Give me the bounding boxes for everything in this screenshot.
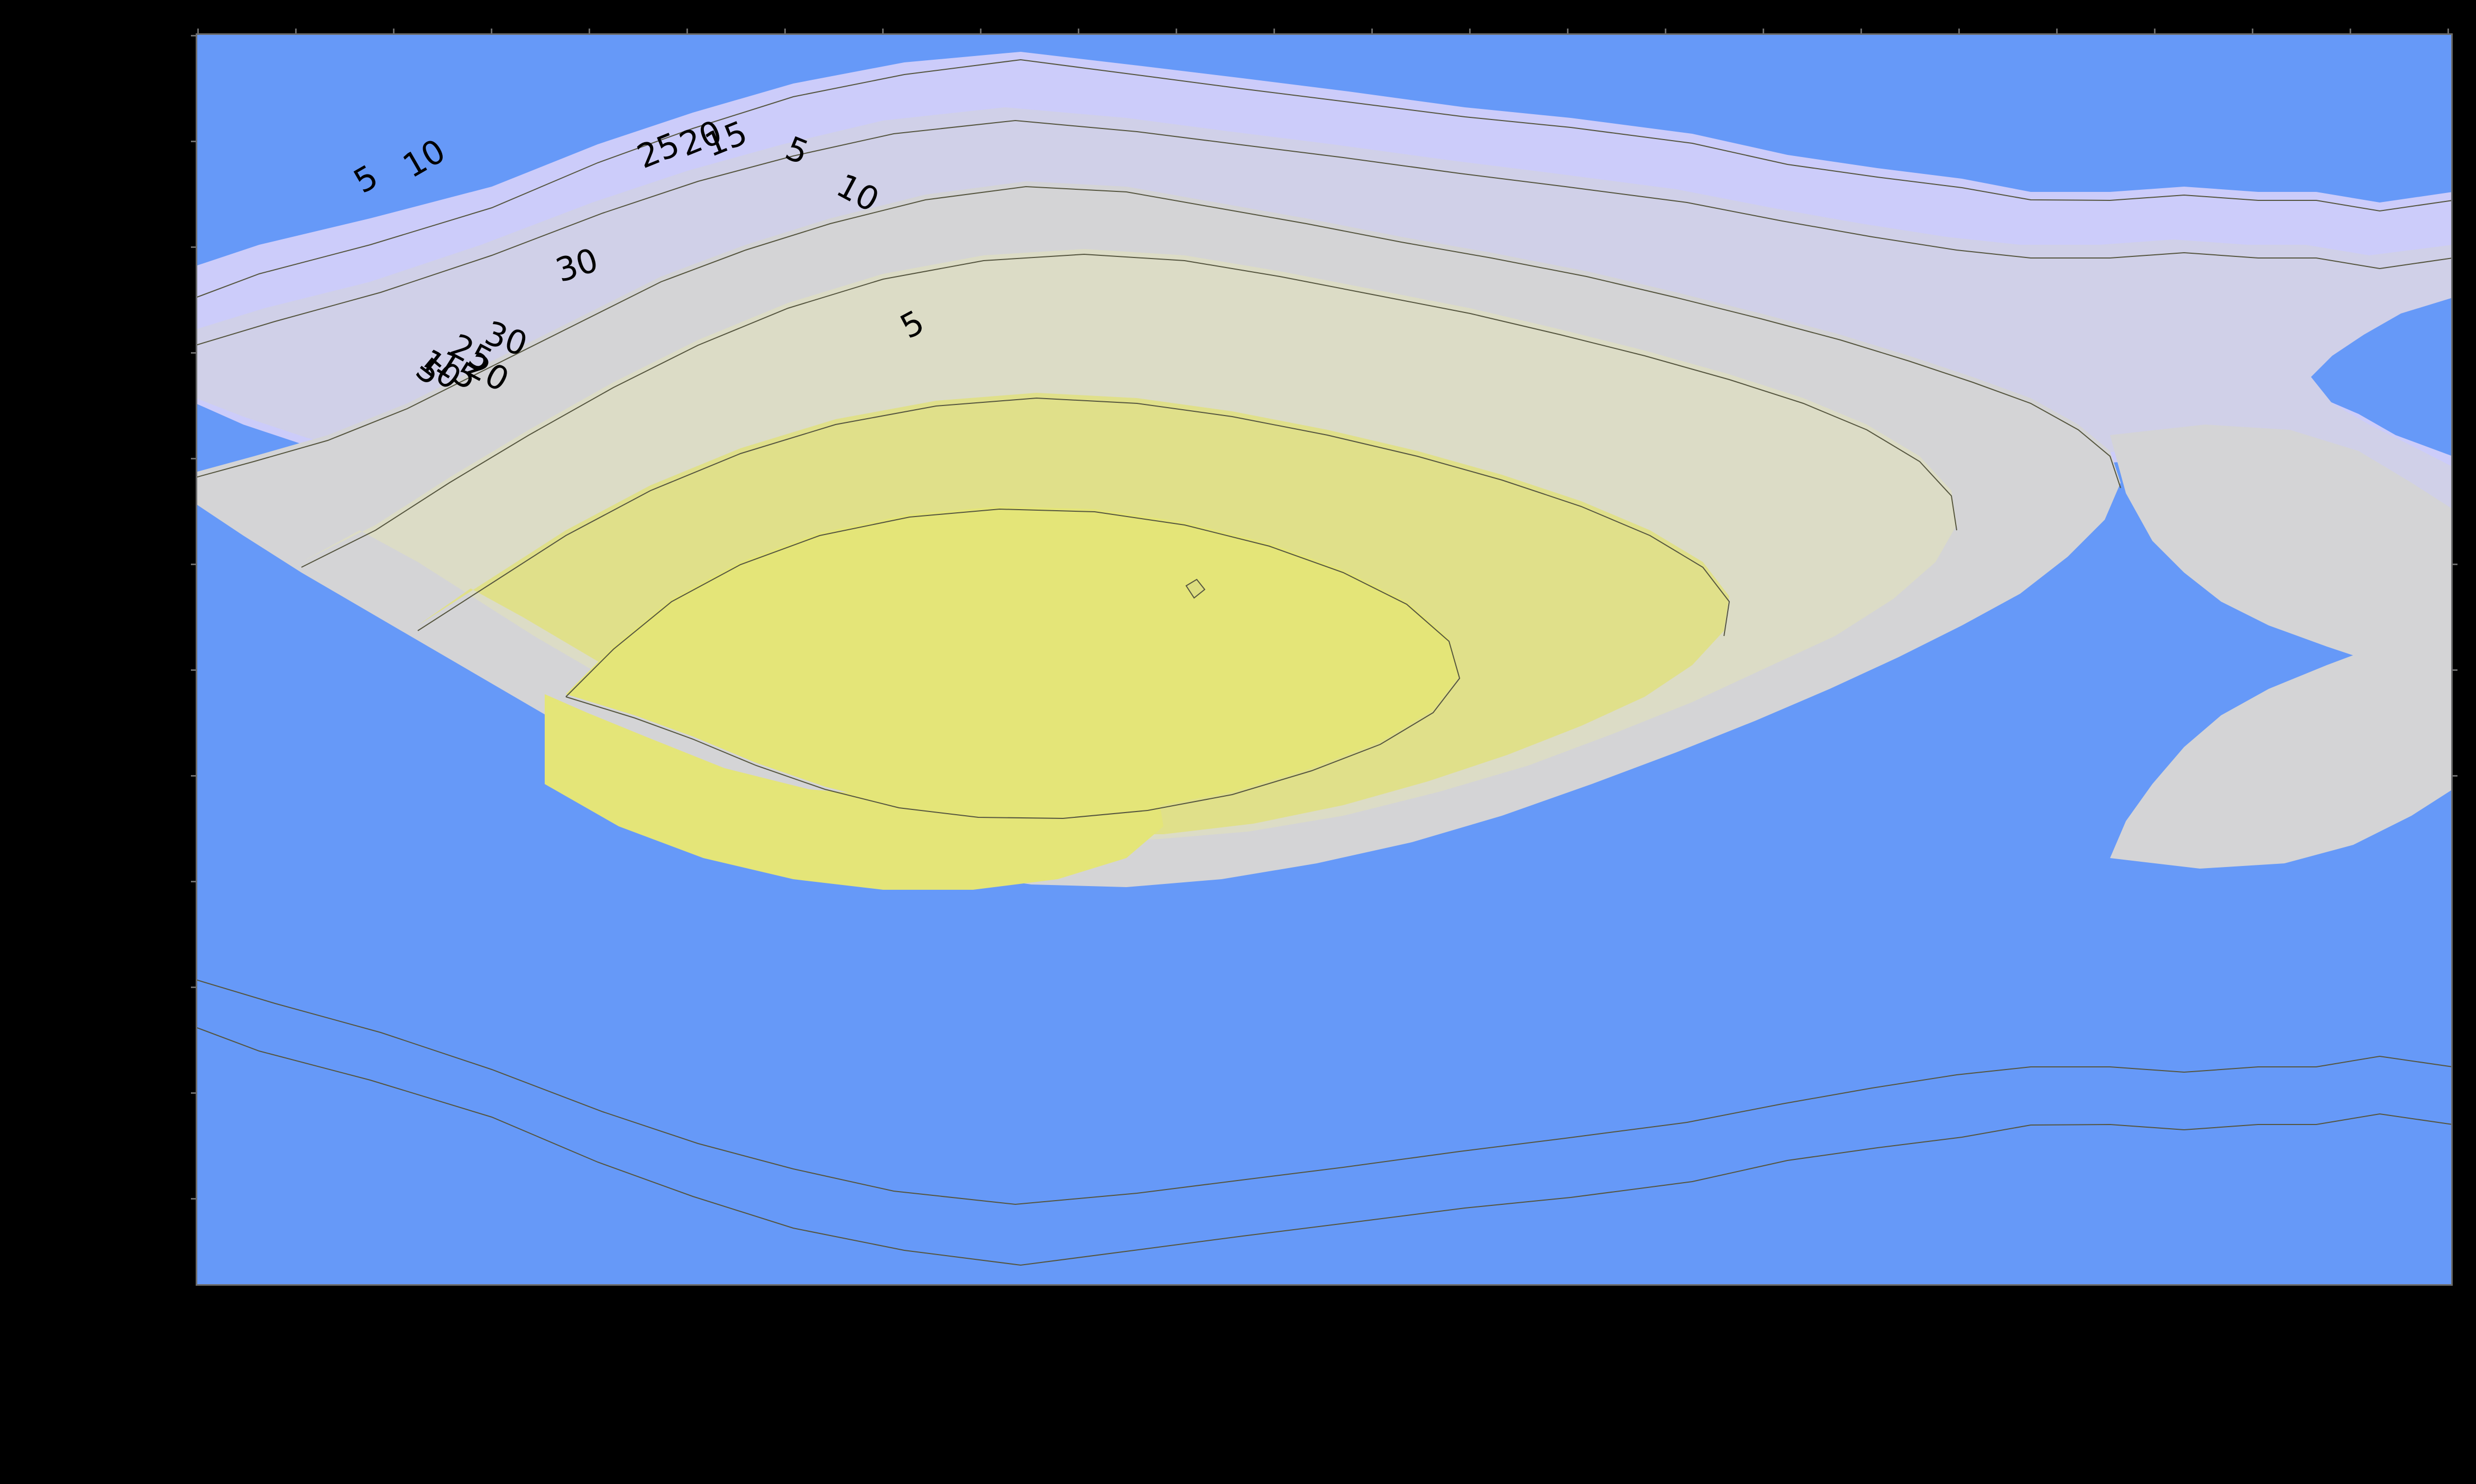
contour-lines: [196, 59, 2453, 1266]
contour-svg: [196, 33, 2453, 1286]
contour-saddle-upper-gray: [2110, 425, 2453, 689]
contour-inner-island: [1185, 578, 1206, 599]
contour-right-saddle: [2110, 425, 2453, 869]
contour-saddle-lower-gray: [2110, 620, 2453, 869]
contour-line-10-lower: [196, 979, 2453, 1205]
contour-line-15: [196, 186, 2121, 488]
contour-upper-bands: [196, 181, 2121, 887]
contour-line-5-lower: [196, 1027, 2453, 1266]
contour-line-30: [565, 508, 1461, 819]
contour-band-above-30-extension: [545, 694, 1163, 890]
contour-line-5: [196, 59, 2453, 298]
contour-plot-area[interactable]: 5 10 25 20 15 5 10 30 5 30 25 5 10 15 20: [196, 33, 2453, 1286]
contour-line-20: [301, 253, 1957, 568]
contour-band-above-30: [566, 506, 1460, 816]
contour-line-10: [196, 119, 2453, 346]
contour-line-25: [417, 397, 1730, 637]
